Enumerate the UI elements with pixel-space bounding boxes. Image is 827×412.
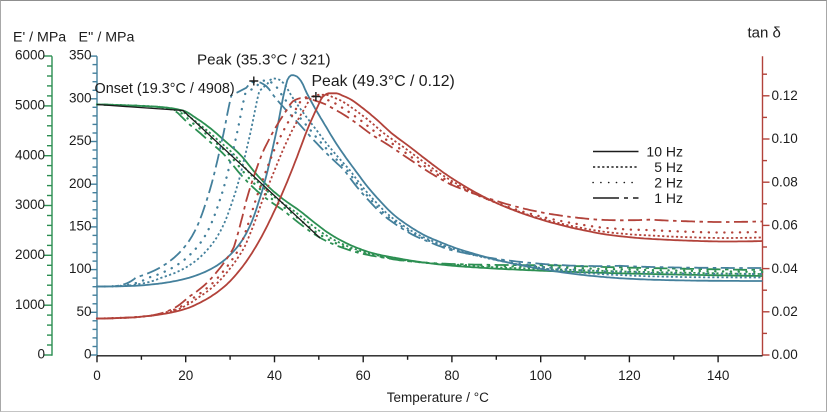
svg-text:0.04: 0.04 [772,261,799,276]
svg-text:0.10: 0.10 [772,131,798,146]
svg-text:2000: 2000 [15,247,45,262]
svg-text:80: 80 [444,368,459,383]
svg-text:0: 0 [37,347,45,362]
svg-text:40: 40 [267,368,282,383]
svg-text:140: 140 [707,368,730,383]
svg-text:1000: 1000 [15,297,45,312]
svg-text:0: 0 [84,347,92,362]
svg-text:Temperature / °C: Temperature / °C [387,390,489,405]
svg-text:50: 50 [76,304,91,319]
svg-text:E' / MPa: E' / MPa [13,30,66,46]
svg-text:0.00: 0.00 [772,347,798,362]
svg-text:6000: 6000 [15,48,45,63]
svg-text:Onset (19.3°C / 4908): Onset (19.3°C / 4908) [95,81,235,97]
svg-text:10 Hz: 10 Hz [646,144,683,160]
svg-text:3000: 3000 [15,197,45,212]
svg-text:20: 20 [178,368,193,383]
svg-text:0: 0 [93,368,101,383]
svg-text:2 Hz: 2 Hz [654,175,683,191]
svg-text:5 Hz: 5 Hz [654,159,683,175]
svg-text:350: 350 [69,48,92,63]
svg-text:tan δ: tan δ [748,25,781,42]
svg-text:0.02: 0.02 [772,304,798,319]
svg-text:300: 300 [69,90,92,105]
svg-text:200: 200 [69,176,92,191]
svg-text:Peak (35.3°C / 321): Peak (35.3°C / 321) [197,52,331,69]
svg-text:250: 250 [69,133,92,148]
svg-text:0.12: 0.12 [772,88,798,103]
svg-text:4000: 4000 [15,147,45,162]
svg-text:100: 100 [529,368,552,383]
svg-text:60: 60 [356,368,371,383]
svg-text:5000: 5000 [15,97,45,112]
svg-text:Peak (49.3°C / 0.12): Peak (49.3°C / 0.12) [312,73,455,90]
svg-text:100: 100 [69,261,92,276]
svg-text:150: 150 [69,219,92,234]
svg-text:1 Hz: 1 Hz [654,190,683,206]
svg-text:0.06: 0.06 [772,218,798,233]
svg-text:E'' / MPa: E'' / MPa [79,30,135,46]
svg-text:120: 120 [618,368,641,383]
svg-text:0.08: 0.08 [772,174,798,189]
